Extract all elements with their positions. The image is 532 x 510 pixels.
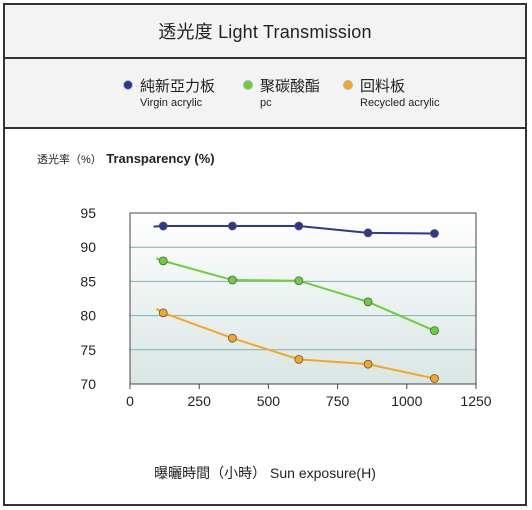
- x-tick-label: 0: [126, 393, 134, 409]
- y-tick-label: 70: [80, 376, 96, 392]
- legend-label-zh: 回料板: [360, 78, 406, 95]
- line-chart: 70 75 80 85 90 95 0 250 500 750 1000 1250: [80, 205, 491, 409]
- x-axis-title: 曝曬時間（小時） Sun exposure(H): [154, 465, 376, 481]
- data-point: [158, 221, 168, 231]
- plot-area: [130, 213, 476, 384]
- legend-label-en: pc: [260, 97, 272, 109]
- data-point: [363, 228, 373, 238]
- legend-label-en: Virgin acrylic: [140, 97, 203, 109]
- x-tick-label: 500: [257, 393, 281, 409]
- y-tick-label: 85: [80, 273, 96, 289]
- data-point: [363, 297, 373, 307]
- data-point: [158, 256, 168, 266]
- legend-marker-virgin-acrylic: [124, 81, 132, 89]
- legend-label-zh: 聚碳酸酯: [260, 78, 321, 95]
- chart-frame: 透光度 Light Transmission 純新亞力板 Virgin acry…: [3, 3, 527, 506]
- data-point: [228, 275, 237, 285]
- data-point: [430, 374, 439, 383]
- data-point: [430, 229, 439, 238]
- data-point: [430, 326, 439, 336]
- data-point: [294, 276, 304, 286]
- x-tick-label: 1250: [460, 393, 491, 409]
- x-tick-label: 1000: [391, 393, 422, 409]
- data-point: [228, 221, 237, 231]
- legend-marker-pc: [244, 81, 252, 89]
- y-tick-label: 75: [80, 342, 96, 358]
- y-tick-label: 95: [80, 205, 96, 221]
- legend-marker-recycled-acrylic: [344, 81, 352, 89]
- chart-title: 透光度 Light Transmission: [5, 5, 525, 59]
- data-point: [228, 333, 237, 343]
- data-point: [294, 354, 304, 364]
- legend-label-en: Recycled acrylic: [360, 97, 440, 109]
- y-axis-title-zh: 透光率（%）: [37, 154, 102, 166]
- data-point: [294, 221, 304, 231]
- x-tick-label: 250: [188, 393, 212, 409]
- data-point: [363, 359, 373, 369]
- x-tick-label: 750: [326, 393, 350, 409]
- plot-border: [129, 212, 477, 385]
- data-point: [158, 308, 168, 318]
- legend-label-zh: 純新亞力板: [140, 78, 216, 95]
- legend: 純新亞力板 Virgin acrylic 聚碳酸酯 pc 回料板 Recycle…: [5, 59, 525, 129]
- y-tick-label: 80: [80, 308, 96, 324]
- y-axis-title-en: Transparency (%): [106, 151, 215, 166]
- y-tick-label: 90: [80, 239, 96, 255]
- y-axis-title: 透光率（%） Transparency (%): [37, 150, 215, 168]
